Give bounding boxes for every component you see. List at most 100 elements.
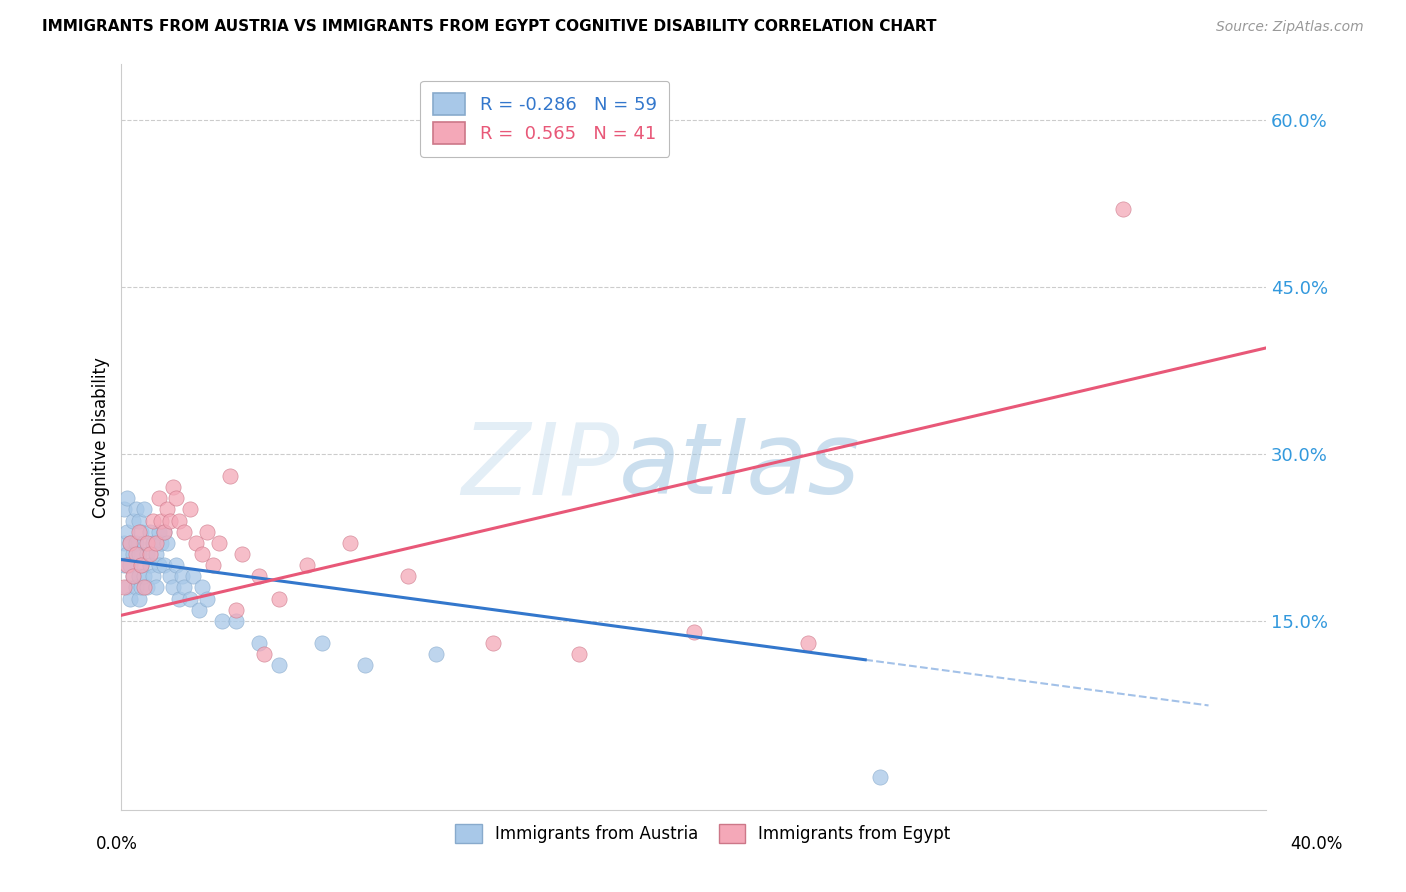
Point — [134, 502, 156, 516]
Point — [267, 591, 290, 606]
Text: ZIP: ZIP — [461, 418, 619, 516]
Point — [136, 581, 159, 595]
Point — [353, 658, 375, 673]
Point — [253, 647, 276, 661]
Point — [122, 547, 145, 561]
Point — [179, 502, 201, 516]
Point — [131, 558, 153, 573]
Point — [139, 558, 162, 573]
Point — [115, 558, 138, 573]
Point — [219, 469, 242, 483]
Point — [142, 569, 165, 583]
Point — [165, 491, 187, 506]
Point — [267, 658, 290, 673]
Point — [128, 547, 150, 561]
Point — [112, 536, 135, 550]
Point — [170, 569, 193, 583]
Point — [125, 502, 148, 516]
Point — [115, 581, 138, 595]
Point — [162, 581, 184, 595]
Point — [128, 514, 150, 528]
Point — [190, 547, 212, 561]
Point — [225, 614, 247, 628]
Point — [187, 602, 209, 616]
Legend: R = -0.286   N = 59, R =  0.565   N = 41: R = -0.286 N = 59, R = 0.565 N = 41 — [420, 80, 669, 157]
Point — [125, 536, 148, 550]
Point — [231, 547, 253, 561]
Point — [142, 536, 165, 550]
Point — [148, 558, 170, 573]
Point — [125, 581, 148, 595]
Point — [122, 569, 145, 583]
Point — [150, 536, 173, 550]
Text: atlas: atlas — [619, 418, 860, 516]
Point — [128, 591, 150, 606]
Point — [142, 514, 165, 528]
Point — [184, 536, 207, 550]
Text: Source: ZipAtlas.com: Source: ZipAtlas.com — [1216, 21, 1364, 34]
Point — [195, 591, 218, 606]
Point — [128, 569, 150, 583]
Point — [247, 569, 270, 583]
Point — [136, 547, 159, 561]
Point — [195, 524, 218, 539]
Point — [122, 569, 145, 583]
Point — [131, 558, 153, 573]
Point — [153, 524, 176, 539]
Point — [869, 770, 891, 784]
Point — [145, 581, 167, 595]
Point — [173, 524, 195, 539]
Point — [167, 591, 190, 606]
Point — [118, 536, 141, 550]
Point — [162, 480, 184, 494]
Point — [128, 524, 150, 539]
Point — [339, 536, 361, 550]
Point — [201, 558, 224, 573]
Point — [208, 536, 231, 550]
Point — [165, 558, 187, 573]
Point — [148, 524, 170, 539]
Point — [311, 636, 333, 650]
Point — [118, 536, 141, 550]
Point — [225, 602, 247, 616]
Point — [139, 547, 162, 561]
Point — [134, 569, 156, 583]
Point — [482, 636, 505, 650]
Point — [568, 647, 591, 661]
Point — [115, 524, 138, 539]
Point — [139, 524, 162, 539]
Point — [118, 591, 141, 606]
Point — [173, 581, 195, 595]
Point — [145, 547, 167, 561]
Point — [145, 536, 167, 550]
Legend: Immigrants from Austria, Immigrants from Egypt: Immigrants from Austria, Immigrants from… — [449, 818, 957, 850]
Point — [148, 491, 170, 506]
Text: 40.0%: 40.0% — [1291, 835, 1343, 853]
Point — [247, 636, 270, 650]
Point — [153, 558, 176, 573]
Point — [211, 614, 233, 628]
Point — [297, 558, 319, 573]
Point — [156, 536, 179, 550]
Point — [156, 502, 179, 516]
Point — [153, 524, 176, 539]
Point — [181, 569, 204, 583]
Point — [159, 569, 181, 583]
Point — [115, 547, 138, 561]
Text: IMMIGRANTS FROM AUSTRIA VS IMMIGRANTS FROM EGYPT COGNITIVE DISABILITY CORRELATIO: IMMIGRANTS FROM AUSTRIA VS IMMIGRANTS FR… — [42, 20, 936, 34]
Point — [131, 581, 153, 595]
Point — [134, 581, 156, 595]
Point — [112, 502, 135, 516]
Point — [112, 581, 135, 595]
Point — [122, 514, 145, 528]
Point — [167, 514, 190, 528]
Point — [179, 591, 201, 606]
Point — [159, 514, 181, 528]
Point — [131, 524, 153, 539]
Point — [425, 647, 447, 661]
Point — [112, 558, 135, 573]
Point — [682, 624, 704, 639]
Point — [1112, 202, 1135, 216]
Text: 0.0%: 0.0% — [96, 835, 138, 853]
Point — [125, 547, 148, 561]
